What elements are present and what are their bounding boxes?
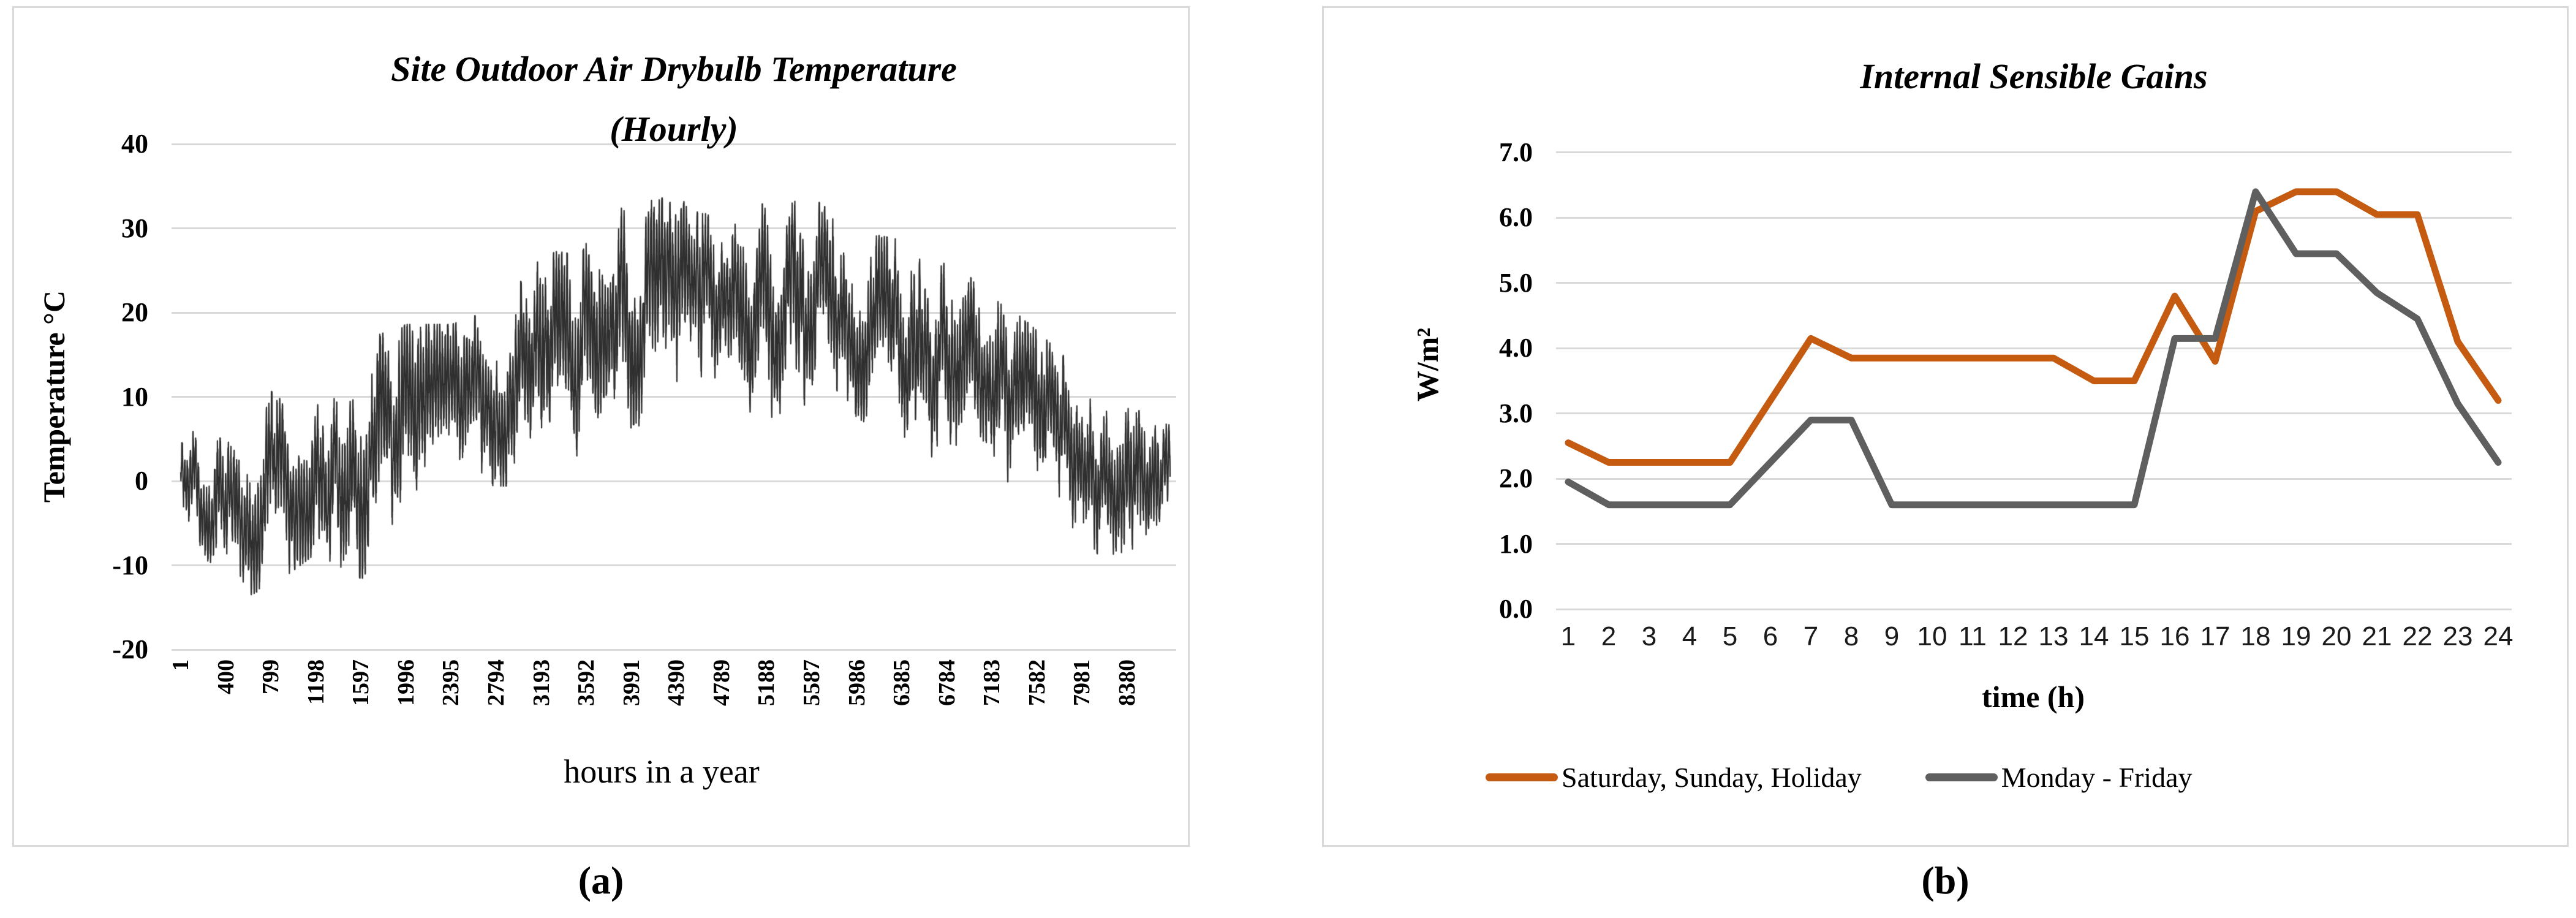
panel-b-x-tick-label: 15 (2119, 621, 2150, 651)
panel-b-x-tick-label: 14 (2079, 621, 2109, 651)
weekday-series-line (1565, 188, 2502, 509)
panel-a-x-tick-label: 2794 (483, 659, 509, 706)
panel-b-y-axis-title: W/m² (1410, 327, 1445, 402)
gridline (172, 648, 1176, 651)
panel-b-x-tick-label: 17 (2200, 621, 2230, 651)
panel-a-x-tick-label: 400 (213, 659, 239, 694)
panel-a-x-tick-label: 8380 (1114, 659, 1140, 706)
panel-b-y-tick-label: 1.0 (1499, 528, 1533, 559)
panel-a-x-tick-label: 6784 (934, 659, 960, 706)
panel-b-x-tick-label: 22 (2402, 621, 2433, 651)
panel-a-x-tick-label: 3991 (618, 659, 644, 706)
panel-b-x-tick-label: 2 (1601, 621, 1617, 651)
weekday-legend-label: Monday - Friday (2001, 762, 2193, 793)
gridline (1556, 477, 2512, 480)
panel-a-title-line1: Site Outdoor Air Drybulb Temperature (391, 49, 957, 89)
gridline (1556, 412, 2512, 415)
panel-b-x-tick-label: 6 (1762, 621, 1778, 651)
panel-a-x-tick-label: 2395 (438, 659, 464, 706)
weekday-legend-line-icon (1925, 773, 1998, 781)
panel-b-y-tick-label: 0.0 (1499, 594, 1533, 624)
panel-a-x-tick-label: 7981 (1069, 659, 1095, 706)
panel-b-title: Internal Sensible Gains (1860, 56, 2208, 96)
panel-b-x-axis-title: time (h) (1982, 680, 2085, 714)
gridline (1556, 282, 2512, 284)
panel-a-x-tick-label: 3592 (573, 659, 600, 706)
panel-a-x-tick-label: 1 (168, 659, 194, 671)
panel-b-x-tick-label: 7 (1803, 621, 1819, 651)
gridline (1556, 151, 2512, 154)
panel-b-y-tick-label: 4.0 (1499, 333, 1533, 363)
panel-b-x-tick-label: 19 (2281, 621, 2311, 651)
panel-b-legend: Saturday, Sunday, Holiday Monday - Frida… (1486, 761, 2193, 794)
panel-a-x-tick-label: 6385 (889, 659, 915, 706)
panel-b-x-tick-label: 3 (1641, 621, 1657, 651)
panel-a-x-tick-label: 7183 (979, 659, 1005, 706)
panel-b-x-tick-label: 10 (1917, 621, 1947, 651)
panel-a-x-tick-label: 4789 (708, 659, 735, 706)
panel-b-x-tick-label: 20 (2321, 621, 2352, 651)
panel-b-x-tick-label: 5 (1722, 621, 1738, 651)
panel-b-y-tick-label: 3.0 (1499, 398, 1533, 428)
panel-b-box (1322, 6, 2569, 847)
weekend-series-line (1565, 188, 2502, 466)
legend-item-weekend: Saturday, Sunday, Holiday (1486, 761, 1862, 794)
gridline (1556, 608, 2512, 610)
panel-b-x-tick-label: 24 (2483, 621, 2514, 651)
panel-a-caption: (a) (578, 859, 624, 902)
panel-a-x-tick-label: 5587 (798, 659, 825, 706)
panel-b-y-tick-label: 5.0 (1499, 267, 1533, 298)
panel-a-x-tick-label: 1996 (393, 659, 419, 706)
panel-a-y-tick-label: 30 (121, 213, 148, 243)
panel-a-title-line2: (Hourly) (610, 109, 738, 149)
gridline (1556, 543, 2512, 545)
panel-b-x-tick-label: 8 (1843, 621, 1859, 651)
panel-a-x-tick-label: 799 (258, 659, 284, 694)
panel-a-x-tick-label: 5986 (844, 659, 870, 706)
panel-b-x-tick-label: 4 (1682, 621, 1698, 651)
panel-b-x-tick-label: 23 (2442, 621, 2473, 651)
panel-b-y-tick-label: 6.0 (1499, 202, 1533, 233)
panel-b-x-tick-label: 13 (2038, 621, 2069, 651)
panel-b-x-tick-label: 21 (2362, 621, 2392, 651)
panel-a-x-tick-label: 1597 (348, 659, 374, 706)
panel-a-x-tick-label: 5188 (754, 659, 780, 706)
panel-a-y-tick-label: 10 (121, 381, 148, 412)
gridline (1556, 216, 2512, 219)
panel-b-x-tick-label: 11 (1958, 621, 1987, 651)
panel-b-x-tick-label: 9 (1884, 621, 1900, 651)
panel-b-x-tick-label: 18 (2240, 621, 2271, 651)
panel-a-x-tick-label: 7582 (1024, 659, 1050, 706)
panel-b-x-tick-label: 1 (1560, 621, 1576, 651)
panel-a-y-tick-label: 0 (135, 466, 148, 496)
weekend-legend-label: Saturday, Sunday, Holiday (1562, 762, 1862, 793)
panel-a-x-tick-label: 4390 (663, 659, 690, 706)
panel-a-y-tick-label: 40 (121, 129, 148, 159)
weekend-legend-line-icon (1486, 773, 1558, 781)
panel-a-y-tick-label: -20 (112, 634, 148, 664)
legend-item-weekday: Monday - Friday (1925, 761, 2193, 794)
panel-b-y-tick-label: 7.0 (1499, 137, 1533, 167)
panel-a-title: Site Outdoor Air Drybulb Temperature (Ho… (233, 39, 1115, 159)
temperature-series-plot (172, 144, 1176, 650)
panel-b-x-tick-label: 12 (1998, 621, 2028, 651)
panel-a-y-axis-title: Temperature °C (37, 290, 71, 503)
panel-a-x-axis-title: hours in a year (564, 753, 760, 790)
internal-gains-plot (1565, 188, 2502, 509)
panel-b-x-tick-label: 16 (2159, 621, 2190, 651)
panel-a-y-tick-label: -10 (112, 550, 148, 580)
panel-b-y-tick-label: 2.0 (1499, 463, 1533, 494)
panel-b-caption: (b) (1921, 859, 1970, 902)
gridline (1556, 347, 2512, 349)
panel-a-x-tick-label: 3193 (528, 659, 554, 706)
panel-a-y-tick-label: 20 (121, 297, 148, 327)
panel-a-x-tick-label: 1198 (303, 659, 329, 705)
